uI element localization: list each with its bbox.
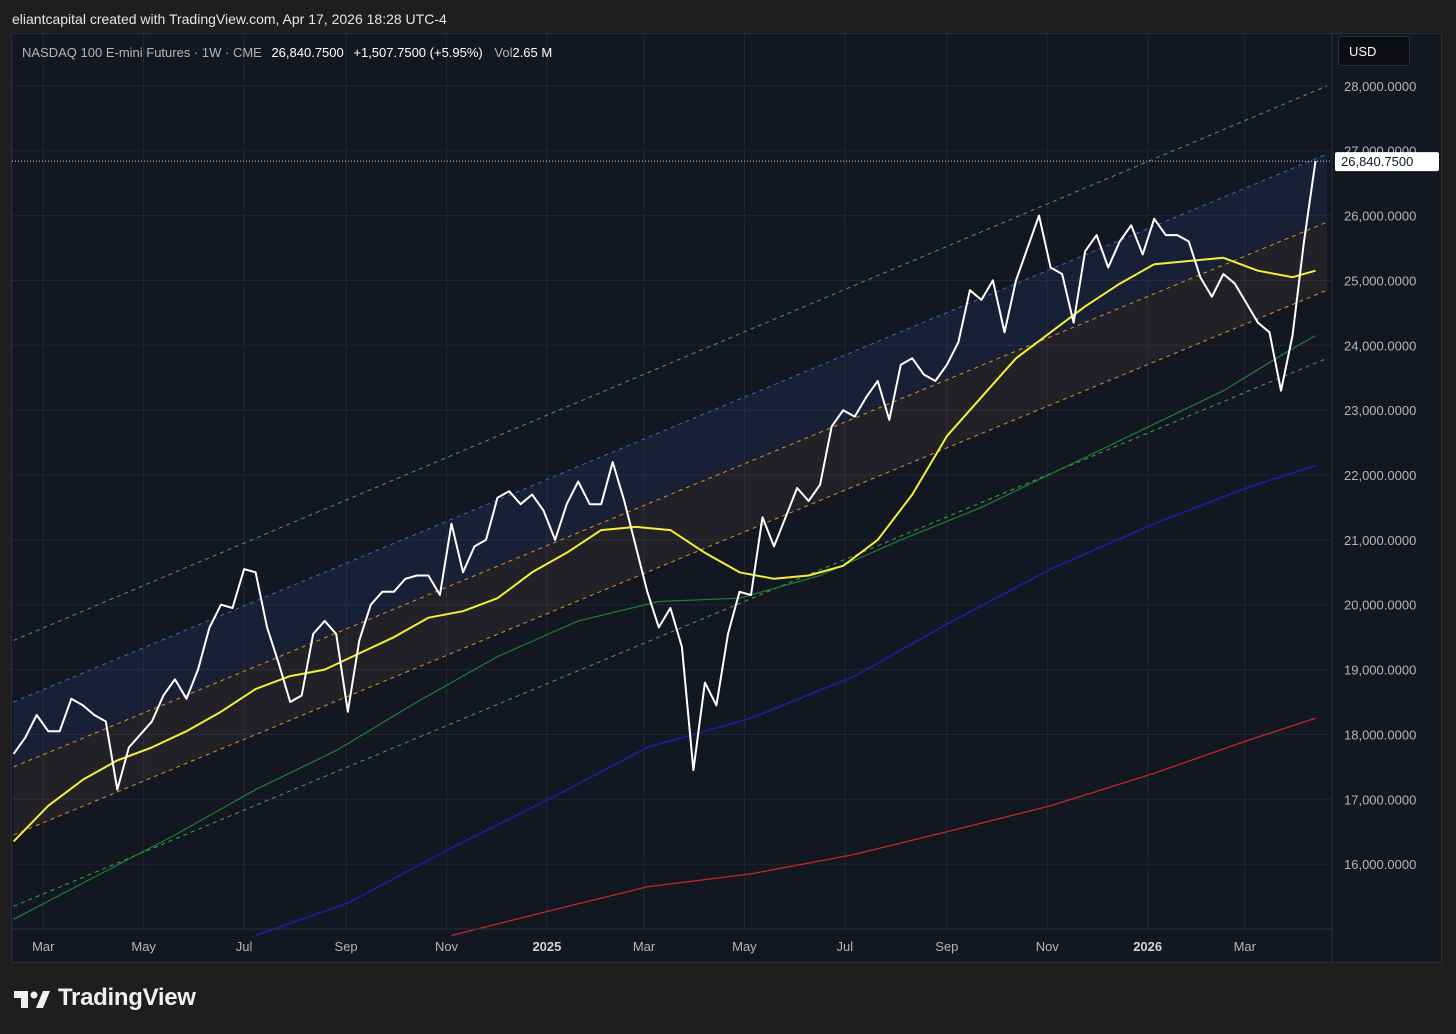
x-tick-label: Mar bbox=[1234, 939, 1257, 954]
x-tick-label: Sep bbox=[935, 939, 958, 954]
y-tick-label: 26,000.0000 bbox=[1344, 209, 1416, 224]
currency-button[interactable]: USD bbox=[1338, 36, 1410, 66]
y-tick-label: 20,000.0000 bbox=[1344, 598, 1416, 613]
channel-line-lower_green bbox=[13, 357, 1328, 907]
y-tick-label: 28,000.0000 bbox=[1344, 79, 1416, 94]
y-tick-label: 19,000.0000 bbox=[1344, 663, 1416, 678]
x-tick-label: Mar bbox=[32, 939, 55, 954]
last-price-value: 26,840.7500 bbox=[271, 45, 344, 60]
brand-name: TradingView bbox=[58, 984, 196, 1011]
channel-line-mid_orange_top bbox=[13, 221, 1328, 768]
series-line-ma_red bbox=[451, 717, 1316, 937]
x-tick-label: Jul bbox=[837, 939, 854, 954]
channel-fill-orange bbox=[13, 222, 1328, 835]
y-tick-label: 18,000.0000 bbox=[1344, 727, 1416, 742]
channel-fills bbox=[13, 153, 1328, 835]
channel-line-upper_blue bbox=[13, 153, 1328, 703]
x-tick-label: Mar bbox=[633, 939, 656, 954]
y-tick-label: 22,000.0000 bbox=[1344, 468, 1416, 483]
series-line-ma_green bbox=[13, 335, 1316, 920]
series-line-ma_yellow bbox=[12, 256, 1316, 843]
x-tick-label: Jul bbox=[236, 939, 253, 954]
symbol-legend: NASDAQ 100 E-mini Futures · 1W · CME 26,… bbox=[22, 45, 552, 60]
price-change-value: +1,507.7500 (+5.95%) bbox=[353, 45, 483, 60]
x-tick-label: 2025 bbox=[532, 939, 561, 954]
series-layer bbox=[12, 160, 1317, 937]
x-tick-label: Nov bbox=[1036, 939, 1060, 954]
tradingview-brand[interactable]: TradingView bbox=[14, 984, 196, 1012]
y-tick-label: 16,000.0000 bbox=[1344, 857, 1416, 872]
y-tick-label: 17,000.0000 bbox=[1344, 792, 1416, 807]
y-tick-label: 25,000.0000 bbox=[1344, 273, 1416, 288]
grid-layer bbox=[12, 34, 1332, 929]
series-line-ma_blue bbox=[255, 464, 1316, 937]
channel-line-mid_orange_bottom bbox=[13, 289, 1328, 836]
x-tick-label: May bbox=[732, 939, 757, 954]
x-tick-label: Nov bbox=[435, 939, 459, 954]
last-price-tag bbox=[1335, 152, 1439, 172]
volume-value: 2.65 M bbox=[512, 45, 553, 60]
price-chart[interactable]: 16,000.0000 17,000.0000 18,000.0000 19,000.… bbox=[12, 34, 1441, 962]
series-line-price bbox=[12, 160, 1317, 791]
tradingview-logo-icon bbox=[14, 991, 50, 1008]
last-price-tag-label: 26,840.7500 bbox=[1341, 154, 1413, 169]
channel-fill-blue bbox=[13, 153, 1328, 767]
channel-lines bbox=[13, 85, 1328, 907]
axes-layer: 16,000.0000 17,000.0000 18,000.0000 19,000.… bbox=[12, 34, 1439, 962]
chart-panel[interactable]: 16,000.0000 17,000.0000 18,000.0000 19,000.… bbox=[11, 33, 1442, 963]
x-tick-label: May bbox=[131, 939, 156, 954]
y-tick-label: 23,000.0000 bbox=[1344, 403, 1416, 418]
y-tick-label: 21,000.0000 bbox=[1344, 533, 1416, 548]
x-tick-label: Sep bbox=[335, 939, 358, 954]
y-tick-label: 24,000.0000 bbox=[1344, 338, 1416, 353]
symbol-name[interactable]: NASDAQ 100 E-mini Futures · 1W · CME bbox=[22, 45, 262, 60]
x-tick-label: 2026 bbox=[1133, 939, 1162, 954]
channel-line-upper_green bbox=[13, 85, 1328, 641]
volume-label: Vol bbox=[494, 45, 513, 60]
chart-caption: eliantcapital created with TradingView.c… bbox=[12, 11, 447, 27]
